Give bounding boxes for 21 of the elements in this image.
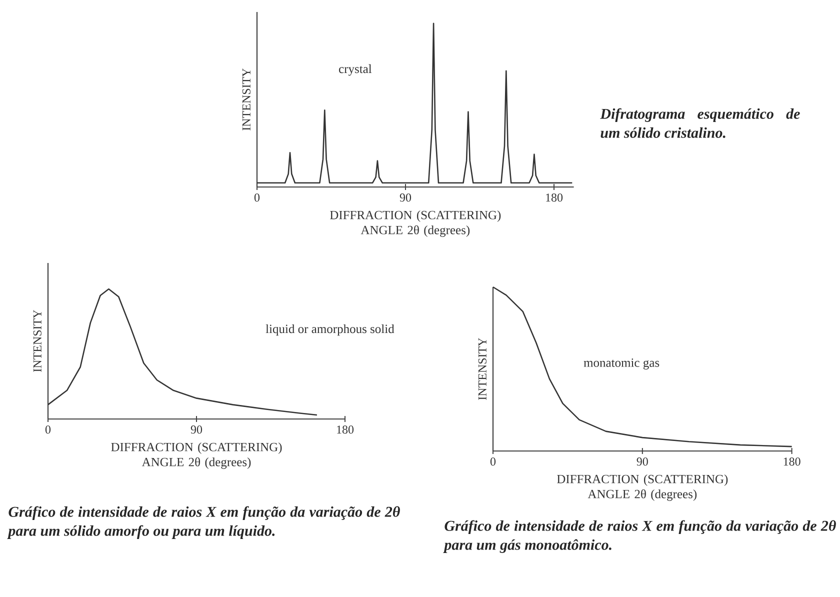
x-tick-label: 0 (490, 458, 496, 466)
x-tick-label: 180 (784, 458, 800, 466)
x-tick-label: 0 (45, 426, 51, 434)
x-tick-label: 180 (337, 426, 354, 434)
x-tick-label: 180 (546, 194, 563, 202)
x-axis-title: DIFFRACTION (SCATTERING) ANGLE 2θ (degrees) (111, 442, 282, 469)
x-axis-title: DIFFRACTION (SCATTERING) ANGLE 2θ (degrees) (330, 210, 501, 237)
text: Gráfico de intensidade de raios X em função da variação de 2θ para um gás monoatômico. (443, 520, 836, 553)
text: Gráfico de intensidade de raios X em função da variação de 2θ para um sólido amorfo ou para um líquido. (7, 506, 400, 539)
x-tick-label: 90 (636, 458, 648, 466)
y-axis-title: INTENSITY (33, 310, 42, 372)
x-tick-label: 90 (400, 194, 412, 202)
annotation: monatomic gas (584, 358, 660, 370)
x-tick-label: 90 (190, 426, 202, 434)
y-axis-title: INTENSITY (478, 338, 486, 400)
x-axis-title: DIFFRACTION (SCATTERING) ANGLE 2θ (degrees) (557, 474, 728, 501)
y-axis-title: INTENSITY (242, 68, 250, 130)
text: Difratograma esquemático de um sólido cristalino. (600, 108, 800, 138)
annotation: crystal (339, 64, 372, 76)
x-tick-label: 0 (254, 194, 260, 202)
annotation: liquid or amorphous solid (266, 324, 394, 336)
